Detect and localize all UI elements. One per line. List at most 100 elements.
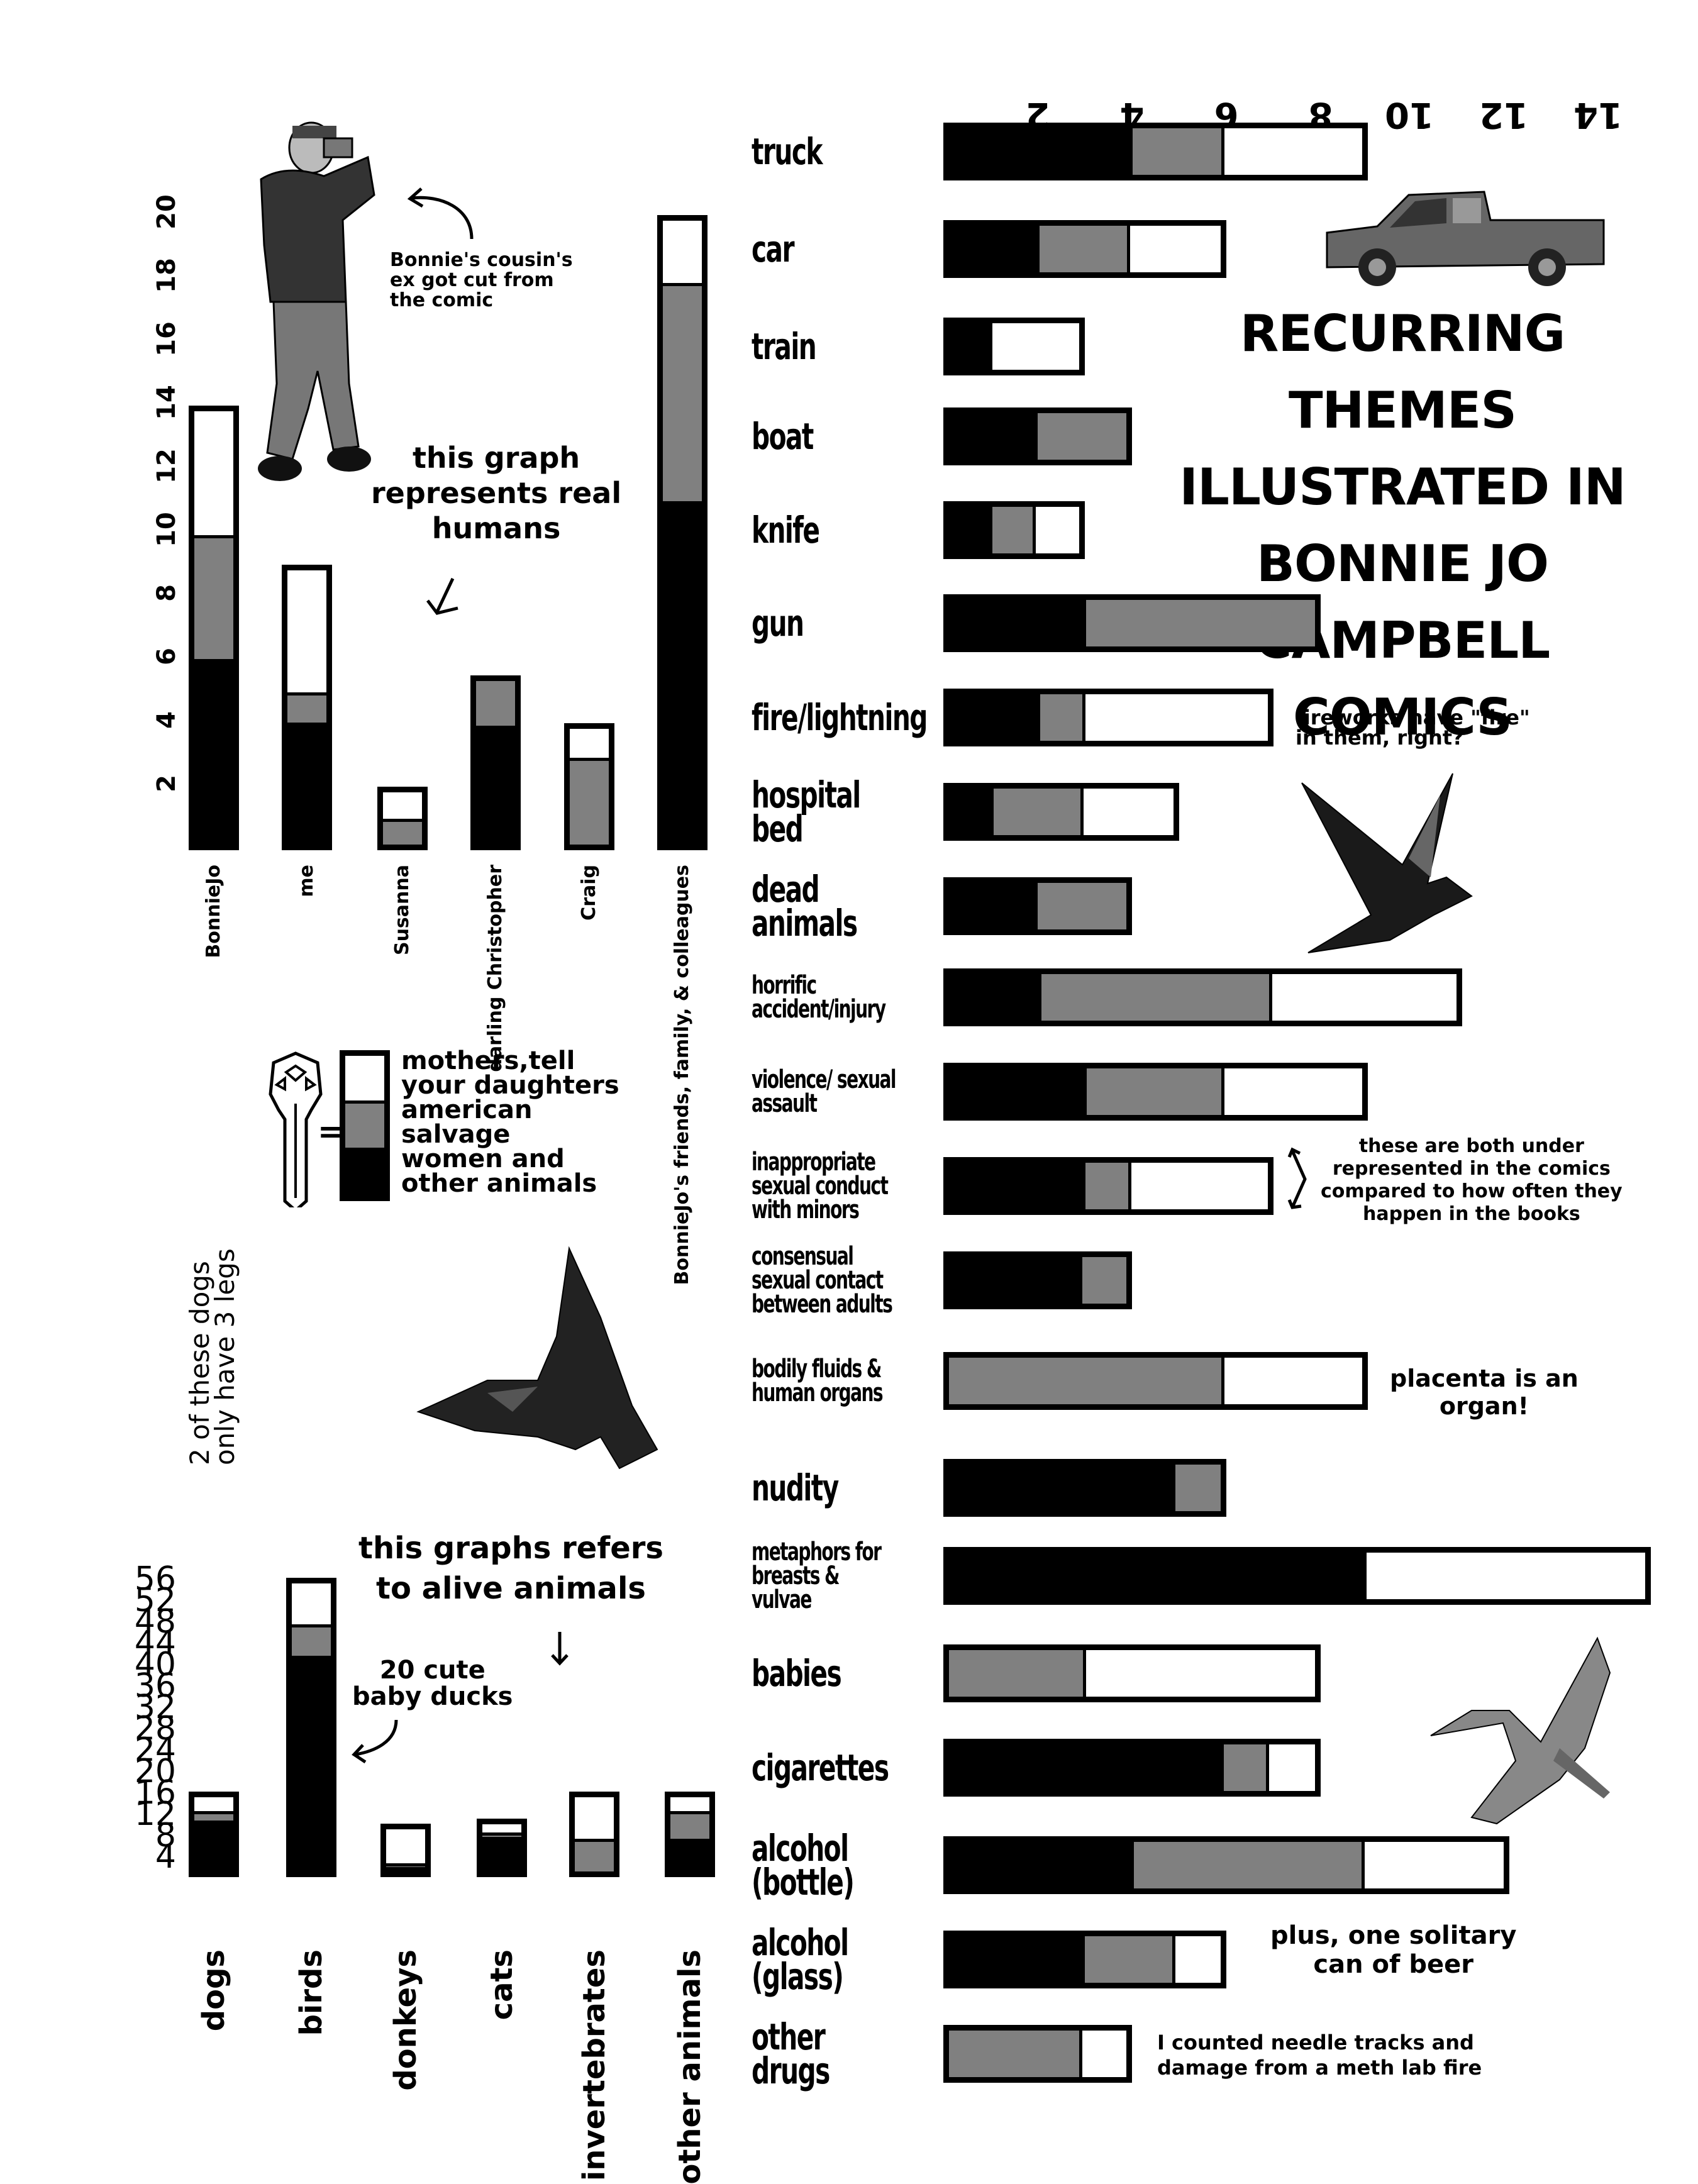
annotation-humans: this graph represents real humans [371,441,622,545]
x-tick: 12 [1479,94,1528,135]
category-label: knife [752,509,820,552]
bar [189,406,239,850]
legend-line: salvage [401,1120,511,1149]
category-label: dogs [196,1949,231,2032]
legend-swatches [340,1050,390,1201]
y-tick: 44 [134,1624,176,1662]
y-tick: 12 [134,1795,176,1833]
bar-segment [476,681,515,726]
legend-labels: mothers,tell your daughters american sal… [401,1048,619,1196]
y-tick: 16 [134,1774,176,1812]
category-label: train [752,325,817,368]
y-tick: 12 [152,448,181,484]
bar [943,1251,1132,1309]
bar-segment [949,694,1040,741]
bar-segment [1133,1842,1365,1888]
person-with-camera-illustration [248,119,393,499]
bar-segment [949,507,992,553]
bar-segment [1039,226,1130,272]
bar [943,783,1179,841]
bar-segment [1084,789,1174,835]
category-label: cigarettes [752,1746,889,1789]
bar [943,1644,1321,1702]
bar-segment [386,1867,425,1871]
bar-segment [670,1797,709,1812]
category-label: BonnieJo [203,865,225,958]
bar-segment [1038,413,1126,460]
bar [665,1792,715,1877]
bar-segment [949,974,1041,1021]
y-tick: 8 [155,1817,176,1854]
key-icon [261,1050,330,1213]
bar-segment [949,226,1040,272]
bar-segment [949,1358,1224,1404]
flying-blackbird-illustration [1296,770,1484,974]
bar-segment [570,729,609,758]
legend-swatch-black [345,1151,384,1196]
bar [943,1836,1509,1894]
bar-segment [1365,1842,1504,1888]
y-tick: 16 [152,321,181,357]
bar-segment [949,1257,1082,1304]
y-tick: 4 [152,711,181,729]
legend-line: american [401,1095,533,1124]
category-label: gun [752,602,804,645]
category-label: donkeys [388,1949,423,2091]
bar-segment [386,1863,425,1868]
bar-segment [575,1797,614,1839]
category-label: boat [752,415,814,458]
pickup-truck-illustration [1321,182,1610,292]
category-label: inappropriate sexual conduct with minors [752,1148,889,1224]
y-tick: 10 [152,512,181,547]
bar [282,564,332,850]
bar-segment [1269,1744,1315,1791]
legend-swatch-white [345,1056,384,1104]
category-label: other animals [672,1949,708,2184]
y-tick: 20 [152,194,181,230]
bar [286,1578,336,1877]
bar-segment [949,1163,1086,1209]
annotation-placenta: placenta is an organ! [1390,1365,1579,1420]
flying-crow-illustration [412,1242,676,1502]
y-tick: 6 [152,648,181,665]
bar-segment [386,1829,425,1863]
bar-segment [1038,883,1126,929]
bar [380,1824,431,1877]
category-label: nudity [752,1466,839,1509]
bar-segment [383,792,422,819]
bar-segment [1082,1257,1126,1304]
bar-segment [670,1811,709,1839]
bar-segment [1224,1358,1362,1404]
category-label: hospital bed [752,773,861,850]
bar-segment [194,535,233,659]
bar [189,1792,239,1877]
category-label: car [752,228,795,270]
bar [943,1459,1226,1517]
bar-segment [1086,600,1315,646]
bar-segment [194,1797,233,1812]
bar-segment [992,507,1036,553]
bar [943,1739,1321,1797]
curved-arrow-icon [349,1717,406,1770]
bar-segment [1272,974,1457,1021]
category-label: BonnieJo's friends, family, & colleagues [671,865,693,1285]
bar-segment [1041,974,1272,1021]
category-label: birds [294,1949,329,2036]
bar-segment [949,1465,1175,1511]
y-tick: 40 [134,1646,176,1683]
bar-segment [949,1842,1134,1888]
bar-segment [949,789,994,835]
bar-segment [194,411,233,535]
bar-segment [292,1624,331,1656]
category-label: horrific accident/injury [752,971,886,1024]
category-label: darling Christopher [484,865,506,1072]
y-tick: 28 [134,1710,176,1748]
bar-segment [949,1936,1085,1983]
y-tick: 18 [152,258,181,293]
y-tick: 48 [134,1603,176,1641]
bar [943,594,1321,652]
curved-arrow-icon [402,182,478,248]
bar-segment [949,413,1038,460]
x-tick: 14 [1573,94,1623,135]
bar-segment [476,726,515,845]
